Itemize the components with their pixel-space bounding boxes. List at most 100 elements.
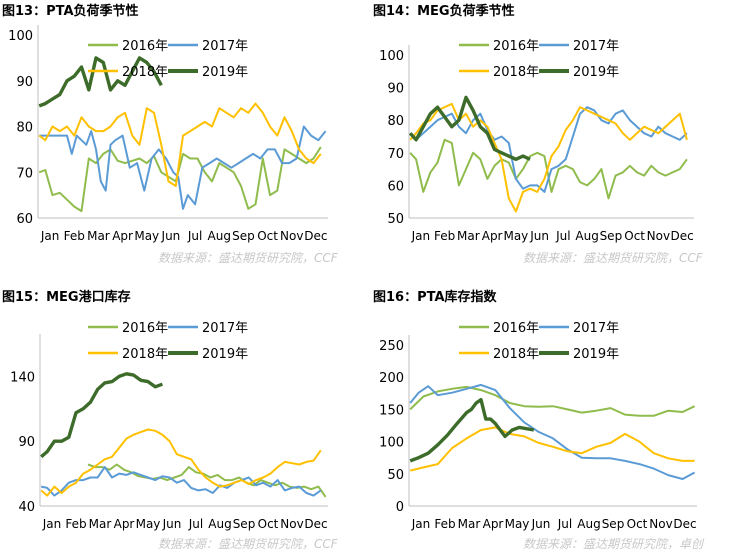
legend-label: 2016年 <box>122 39 168 54</box>
legend-label: 2018年 <box>122 65 168 80</box>
x-tick-label: Jan <box>411 517 431 531</box>
x-tick-label: Mar <box>89 517 112 531</box>
x-tick-label: Feb <box>434 517 455 531</box>
y-tick-label: 50 <box>387 212 404 227</box>
x-tick-label: Jun <box>529 229 549 243</box>
y-tick-label: 70 <box>16 166 33 181</box>
series-line-2017年 <box>40 466 322 497</box>
chart-panel-meg-load: 图14：MEG负荷季节性 50 60 70 80 90 100 Jan Feb Mar Apr Ma… <box>371 0 742 275</box>
x-tick-label: May <box>136 517 161 531</box>
y-tick-label: 50 <box>387 468 404 483</box>
chart-title: 图14：MEG负荷季节性 <box>373 4 515 19</box>
x-tick-label: Apr <box>483 517 504 531</box>
x-tick-label: Oct <box>258 517 279 531</box>
series-line-2016年 <box>87 463 327 498</box>
chart-title: 图15：MEG港口库存 <box>2 290 131 305</box>
series-line-2019年 <box>409 397 535 463</box>
y-tick-label: 60 <box>16 212 33 227</box>
chart-title: 图13：PTA负荷季节性 <box>2 4 139 19</box>
legend-label: 2017年 <box>202 39 248 54</box>
x-tick-label: Dec <box>671 229 694 243</box>
x-tick-label: Jun <box>531 517 551 531</box>
series-line-2016年 <box>409 385 696 417</box>
x-tick-label: Aug <box>208 229 231 243</box>
series-line-2018年 <box>40 428 322 497</box>
legend-label: 2016年 <box>493 39 539 54</box>
series-line-2019年 <box>38 56 163 108</box>
x-tick-label: Jan <box>40 229 60 243</box>
y-tick-label: 100 <box>379 49 404 64</box>
legend-label: 2017年 <box>573 39 619 54</box>
x-tick-label: Feb <box>65 517 86 531</box>
x-tick-label: Nov <box>280 229 303 243</box>
legend-label: 2018年 <box>493 347 539 362</box>
x-tick-label: Nov <box>280 517 303 531</box>
x-tick-label: Aug <box>208 517 231 531</box>
legend-label: 2017年 <box>573 321 619 336</box>
y-tick-label: 70 <box>387 147 404 162</box>
x-tick-label: May <box>503 229 528 243</box>
y-tick-label: 90 <box>16 75 33 90</box>
y-tick-label: 90 <box>18 435 35 450</box>
series-line-2018年 <box>409 102 688 213</box>
x-tick-label: Jul <box>188 517 203 531</box>
x-tick-label: Sep <box>232 229 255 243</box>
chart-panel-meg-inventory: 图15：MEG港口库存 40 90 140 Jan Feb Mar Apr May Jun Jul… <box>0 282 371 551</box>
x-tick-label: May <box>505 517 530 531</box>
legend-label: 2017年 <box>202 321 248 336</box>
chart-source: 数据来源：盛达期货研究院，卓创 <box>523 537 704 551</box>
x-tick-label: Mar <box>458 517 481 531</box>
x-tick-label: Mar <box>457 229 480 243</box>
series-line-2018年 <box>38 102 322 187</box>
chart-title: 图16：PTA库存指数 <box>373 290 497 305</box>
x-tick-label: Nov <box>649 517 672 531</box>
x-tick-label: Sep <box>600 229 623 243</box>
y-tick-label: 40 <box>18 500 35 515</box>
x-tick-label: Oct <box>627 517 648 531</box>
x-tick-label: Jun <box>161 229 181 243</box>
legend-label: 2016年 <box>122 321 168 336</box>
x-tick-label: Mar <box>87 229 110 243</box>
x-tick-label: Dec <box>673 517 696 531</box>
chart-source: 数据来源：盛达期货研究院，CCF <box>158 251 338 265</box>
x-tick-label: Dec <box>304 229 327 243</box>
y-tick-label: 80 <box>16 121 33 136</box>
pta-inventory-chart: 0 50 100 150 200 250 Jan Feb Mar Apr May Jun Jul Aug S… <box>379 321 697 531</box>
meg-inventory-chart: 40 90 140 Jan Feb Mar Apr May Jun Jul Aug Sep Oct Nov… <box>10 321 328 531</box>
meg-load-chart: 50 60 70 80 90 100 Jan Feb Mar Apr May Jun Jul Aug Sep… <box>379 39 694 243</box>
legend-label: 2018年 <box>493 65 539 80</box>
x-tick-label: Feb <box>64 229 85 243</box>
series-line-2017年 <box>409 383 696 480</box>
x-tick-label: Sep <box>602 517 625 531</box>
chart-panel-pta-load: 图13：PTA负荷季节性 60 70 80 90 100 Jan Feb Mar Apr May J… <box>0 0 371 275</box>
y-tick-label: 90 <box>387 82 404 97</box>
x-tick-label: Aug <box>575 229 598 243</box>
y-tick-label: 200 <box>379 371 404 386</box>
y-tick-label: 60 <box>387 179 404 194</box>
y-tick-label: 0 <box>396 500 404 515</box>
legend-label: 2019年 <box>573 65 619 80</box>
series-line-2017年 <box>39 125 327 210</box>
series-line-2019年 <box>408 95 531 162</box>
series-line-2017年 <box>409 106 688 193</box>
x-tick-label: Jul <box>557 517 572 531</box>
chart-source: 数据来源：盛达期货研究院，CCF <box>523 251 703 265</box>
x-tick-label: Dec <box>304 517 327 531</box>
series-line-2018年 <box>409 426 695 472</box>
x-tick-label: Jul <box>555 229 570 243</box>
x-tick-label: Nov <box>647 229 670 243</box>
x-tick-label: Oct <box>624 229 645 243</box>
x-tick-label: Feb <box>434 229 455 243</box>
x-tick-label: Jul <box>187 229 202 243</box>
x-tick-label: May <box>134 229 159 243</box>
legend-label: 2019年 <box>573 347 619 362</box>
y-tick-label: 250 <box>379 339 404 354</box>
x-tick-label: Apr <box>112 229 133 243</box>
pta-load-chart: 60 70 80 90 100 Jan Feb Mar Apr May Jun Jul Aug Sep Oc… <box>8 25 328 243</box>
legend-label: 2018年 <box>122 347 168 362</box>
x-tick-label: Aug <box>577 517 600 531</box>
x-tick-label: Apr <box>114 517 135 531</box>
y-tick-label: 80 <box>387 114 404 129</box>
y-tick-label: 100 <box>8 29 33 44</box>
y-tick-label: 140 <box>10 370 35 385</box>
